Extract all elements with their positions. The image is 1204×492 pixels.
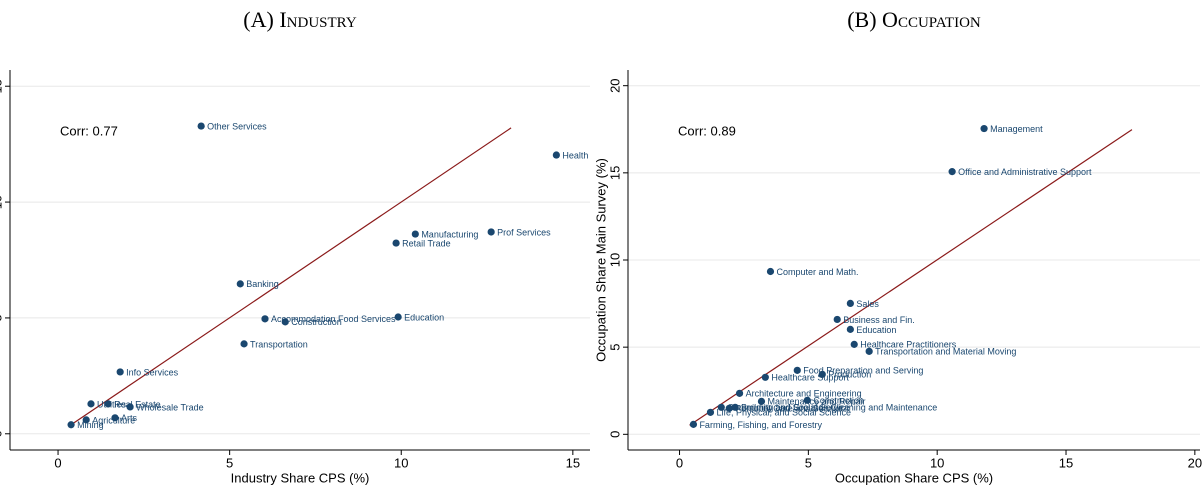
point [392,239,400,247]
point [197,122,205,130]
point-label: Construction [813,396,864,406]
point [411,230,419,238]
point-label: Other Services [207,121,267,131]
point-label: Healthcare Practitioners [860,340,957,350]
point-label: Health [562,150,588,160]
x-axis-label: Occupation Share CPS (%) [835,470,993,485]
point [706,408,715,416]
x-axis-label: Industry Share CPS (%) [231,470,370,485]
point [87,400,95,408]
point [865,347,873,355]
point [111,414,119,422]
point [818,370,826,378]
y-tick-label: 15 [607,166,622,180]
point [948,168,956,176]
point [240,340,248,348]
y-tick-label: 15 [0,79,4,93]
point [281,318,289,326]
point-label: Education [856,325,896,335]
point-label: Community and Social Service [727,403,850,413]
point [82,416,90,424]
point [689,420,698,428]
point [261,315,269,323]
chart-title: (A) Industry [243,7,357,32]
point-label: Food Preparation and Serving [803,366,923,376]
point-label: Education [404,312,444,322]
point [394,313,402,321]
point-label: Agriculture [92,415,135,425]
point [846,325,854,333]
point-label: Building and Grounds Cleaning and Mainte… [741,403,937,413]
point-label: Real Estate [114,399,161,409]
point [126,403,134,411]
point [803,396,811,404]
x-tick-label: 5 [226,455,233,470]
point [846,299,854,308]
point [717,403,725,411]
point [104,400,112,408]
point-label: Arts [121,413,138,423]
x-tick-label: 0 [676,455,683,470]
point [793,366,801,374]
fit-line [70,127,512,426]
point-label: Transportation and Material Moving [875,347,1016,357]
chart-title: (B) Occupation [847,7,981,32]
x-tick-label: 5 [805,455,812,470]
x-tick-label: 15 [566,455,580,470]
point [236,280,244,288]
y-tick-label: 20 [607,78,622,92]
point-label: Healthcare Support [771,373,849,383]
point-label: Business and Fin. [843,315,915,325]
point-label: Construction [291,317,342,327]
x-tick-label: 10 [394,455,408,470]
point-label: Utilities [97,399,127,409]
point [980,124,988,133]
point-label: Info Services [126,367,179,377]
point-label: Manufacturing [421,229,478,239]
annotation: Corr: 0.89 [678,123,736,138]
x-tick-label: 15 [1059,455,1073,470]
annotation: Corr: 0.77 [60,123,118,138]
point-label: Office and Administrative Support [958,167,1092,177]
point [850,340,858,348]
point [735,389,744,397]
point [766,267,775,276]
y-tick-label: 0 [607,431,622,438]
point [757,397,766,405]
point-label: Mining [77,420,104,430]
point-label: Life, Physical, and Social Science [716,408,851,418]
y-tick-label: 0 [0,430,4,437]
point-label: Prof Services [497,227,551,237]
point [67,421,75,429]
point-label: Production [828,370,871,380]
y-tick-label: 10 [607,253,622,267]
y-axis-label: Occupation Share Main Survey (%) [593,158,608,362]
point [761,373,769,381]
point-label: Management [990,124,1043,134]
point [487,228,495,236]
point-label: Banking [246,279,279,289]
point-label: Maintenance and Repair [767,397,865,407]
x-tick-label: 20 [1188,455,1202,470]
point [552,151,560,159]
point [725,404,733,412]
x-tick-label: 0 [54,455,61,470]
point-label: Accommodation Food Services [271,314,396,324]
y-tick-label: 10 [0,195,4,209]
point [731,403,739,411]
point-label: Personal Care and Service [735,404,843,414]
y-tick-label: 5 [607,344,622,351]
y-tick-label: 5 [0,314,4,321]
point [116,368,124,376]
point-label: Wholesale Trade [136,402,204,412]
point-label: Computer and Math. [776,267,858,277]
point-label: Sales [856,299,879,309]
point-label: Transportation [250,339,308,349]
point-label: Architecture and Engineering [746,389,862,399]
point-label: Retail Trade [402,238,451,248]
x-tick-label: 10 [930,455,944,470]
point [833,315,841,324]
point-label: Farming, Fishing, and Forestry [699,420,822,430]
